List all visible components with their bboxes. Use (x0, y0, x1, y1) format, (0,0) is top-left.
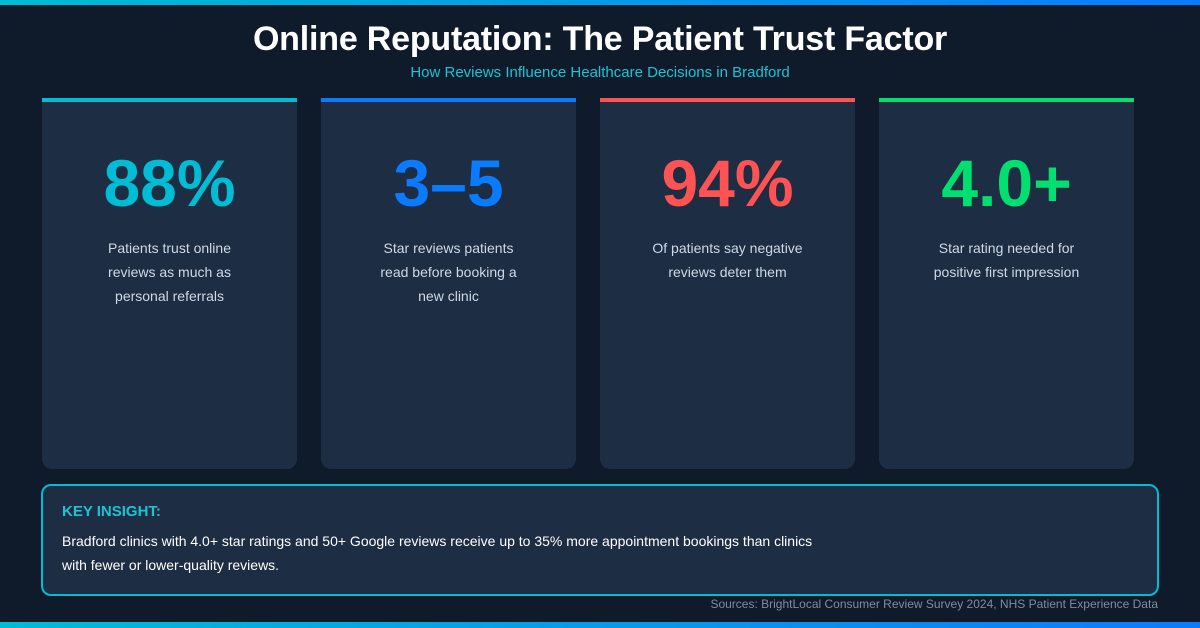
stat-description: Star rating needed for positive first im… (933, 240, 1080, 280)
bottom-accent-bar (0, 622, 1200, 628)
page-title: Online Reputation: The Patient Trust Fac… (252, 20, 948, 58)
top-accent-bar (0, 0, 1200, 5)
stat-card-trust: 88% Patients trust online reviews as muc… (42, 98, 297, 469)
key-insight-box: KEY INSIGHT: Bradford clinics with 4.0+ … (41, 484, 1159, 596)
stat-description: Of patients say negative reviews deter t… (652, 240, 803, 280)
stat-card-negative-reviews: 94% Of patients say negative reviews det… (600, 98, 855, 469)
stat-description: Patients trust online reviews as much as… (108, 240, 231, 304)
stat-card-reviews-read: 3–5 Star reviews patients read before bo… (321, 98, 576, 469)
page-subtitle: How Reviews Influence Healthcare Decisio… (410, 64, 790, 81)
stat-value: 88% (103, 146, 236, 220)
sources-footnote: Sources: BrightLocal Consumer Review Sur… (710, 597, 1158, 611)
stat-description: Star reviews patients read before bookin… (380, 240, 517, 304)
key-insight-label: KEY INSIGHT: (62, 503, 161, 520)
stat-card-star-rating: 4.0+ Star rating needed for positive fir… (879, 98, 1134, 469)
stat-value: 94% (661, 146, 794, 220)
stat-value: 3–5 (393, 146, 504, 220)
stat-value: 4.0+ (941, 146, 1072, 220)
key-insight-text: Bradford clinics with 4.0+ star ratings … (62, 533, 813, 573)
